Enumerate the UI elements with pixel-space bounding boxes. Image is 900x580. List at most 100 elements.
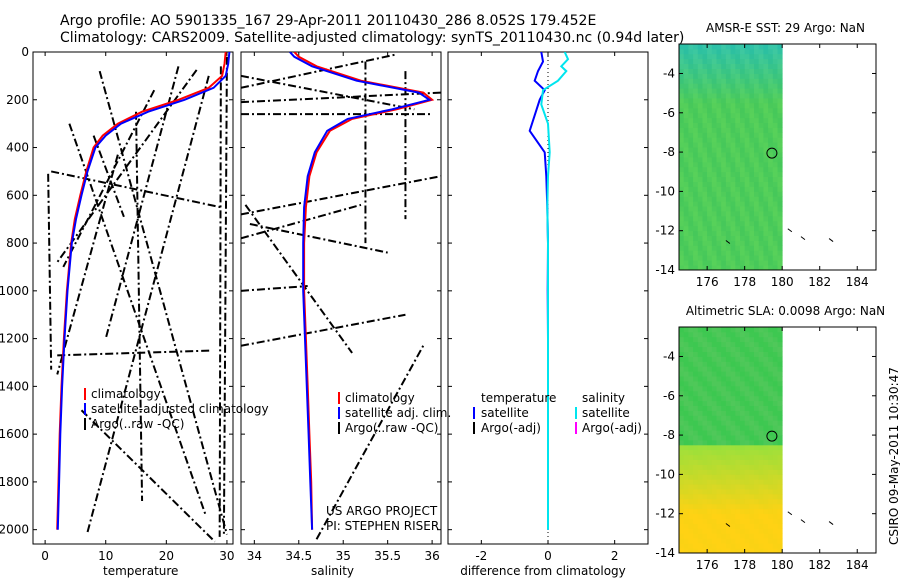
sla_map-cell [725,336,731,343]
sla_map-cell [735,366,741,372]
sst_map-cell [763,201,769,207]
sla_map-cell [716,435,722,441]
sla_map-cell [730,371,736,377]
sst_map-cell [744,265,750,271]
sla_map-cell [725,538,731,544]
sla_map-cell [711,351,717,357]
sst_map-cell [740,201,746,207]
sst_map-cell [702,181,708,187]
sst_map-cell [740,265,746,271]
sla_map-cell [711,518,717,524]
temperature-xtick-label: 20 [159,549,174,563]
sst_map-cell [772,112,778,119]
sst_map-cell [683,245,689,251]
salinity-legend-label: Argo(..raw -QC) [345,421,438,435]
sst_map-cell [763,48,769,55]
sla_map-cell [707,331,713,338]
sla_map-cell [679,479,685,485]
sla_map-cell [679,395,685,402]
sst_map-cell [763,235,769,241]
sst_map-cell [679,63,685,69]
sla_map-cell [679,405,685,411]
sla_map-cell [711,523,717,529]
sst_map-cell [716,181,722,187]
sst_map-cell [697,117,703,123]
sla_map-cell [735,361,741,367]
sla_map-cell [754,346,760,352]
sla_map-cell [693,327,699,333]
sst_map-cell [777,166,783,173]
sst_map-cell [716,157,722,163]
sla_map-cell [758,356,764,362]
sla_map-cell [716,331,722,338]
sla_map-cell [688,454,694,460]
sla_map-cell [716,503,722,510]
sla_map-cell [754,454,760,460]
sla_map-cell [693,513,699,519]
sst_map-cell [707,152,713,158]
sla_map-cell [707,346,713,352]
sla_map-cell [688,415,694,421]
sst_map-cell [740,58,746,64]
sst_map-cell [735,201,741,207]
sst_map-cell [754,191,760,197]
sst_map-cell [735,255,741,261]
sst_map-cell [740,88,746,94]
sst_map-cell [740,93,746,99]
sla_map-cell [744,351,750,357]
sst_map-cell [749,132,755,138]
sla_map-cell [697,351,703,357]
sst_map-cell [711,127,717,133]
sla_map-cell [730,346,736,352]
sla_map-cell [730,400,736,406]
sst_map-cell [697,206,703,212]
sla_map-cell [711,469,717,475]
sst_map-cell [679,53,685,60]
sla_map-cell [716,327,722,333]
sst_map-cell [679,83,685,89]
sla_map-cell [777,469,783,475]
salinity-series-satellite-adj-clim- [289,52,432,530]
sla_map-cell [772,513,778,519]
sla_map-cell [754,533,760,539]
sst_map-cell [702,250,708,256]
sla_map-cell [702,484,708,490]
sla_map-cell [697,376,703,382]
sst_map-cell [749,206,755,212]
sst_map-cell [697,83,703,89]
sst_map-cell [758,265,764,271]
sst_map-cell [702,68,708,74]
sla_map-cell [772,474,778,480]
sla_map-cell [763,548,769,554]
sla_map-cell [777,390,783,397]
sst_map-cell [754,171,760,177]
sst_map-cell [702,201,708,207]
sst_map-cell [679,132,685,138]
sst_map-cell [693,250,699,256]
sst_map-cell [688,132,694,138]
sla_map-cell [744,508,750,515]
sst_map-cell [721,181,727,187]
sst_map-cell [693,137,699,143]
sst_map-cell [688,260,694,266]
sst_map-cell [683,166,689,173]
sst_map-cell [711,245,717,251]
sla_map-cell [772,376,778,382]
sst_map-cell [716,201,722,207]
sla_map-cell [721,489,727,495]
sla_map-cell [763,400,769,406]
sla_map-cell [768,395,774,402]
sla_map-cell [768,331,774,338]
sla_map-cell [697,440,703,446]
sla_map-cell [721,513,727,519]
sst_map-cell [744,206,750,212]
sst_map-cell [763,112,769,119]
sla_map-cell [740,381,746,387]
sst_map-cell [735,53,741,60]
temperature-xtick-label: 10 [98,549,113,563]
sla_map-cell [744,494,750,500]
sst_map-cell [772,265,778,271]
sla_map-cell [683,523,689,529]
sla_map-cell [721,528,727,534]
sst_map-cell [702,240,708,246]
